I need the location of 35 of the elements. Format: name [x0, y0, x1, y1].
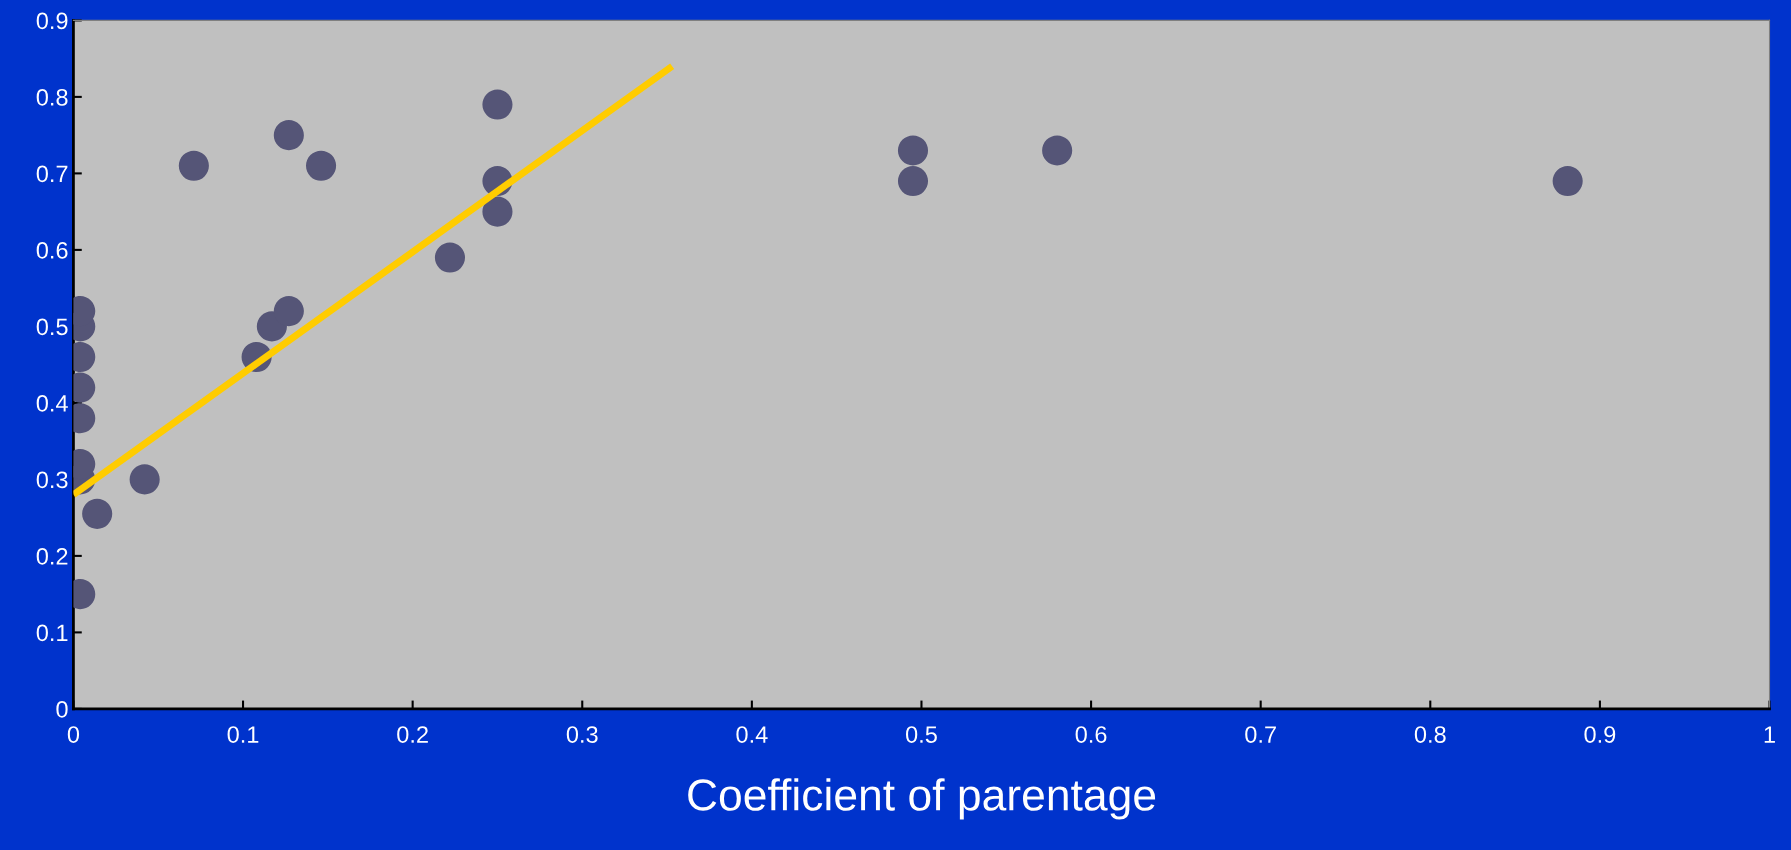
- x-tick-label: 0.2: [397, 726, 428, 743]
- x-tick-label: 0.4: [736, 726, 768, 743]
- x-tick-label: 0.6: [1075, 726, 1107, 743]
- x-tick-label: 1: [1764, 726, 1775, 743]
- y-tick-label: 0.3: [36, 471, 68, 489]
- y-tick-label: 0.9: [36, 12, 68, 30]
- point: [273, 296, 304, 327]
- point: [897, 135, 929, 166]
- x-tick-label: 0.1: [227, 726, 259, 743]
- y-tick-label: 0.8: [36, 88, 68, 106]
- y-tick-label: 0.4: [36, 394, 68, 412]
- point: [482, 89, 513, 120]
- x-tick-label: 0: [67, 726, 80, 743]
- y-tick-label: 0.6: [36, 241, 68, 259]
- point: [482, 196, 513, 227]
- y-tick-label: 0.2: [36, 547, 68, 565]
- x-axis-title: Coefficient of parentage: [688, 778, 1156, 820]
- y-tick-label: 0: [56, 700, 68, 718]
- y-tick-label: 0.1: [36, 624, 68, 642]
- x-tick-label: 0.9: [1584, 726, 1616, 743]
- point: [306, 150, 337, 181]
- point: [1042, 135, 1073, 166]
- point: [82, 498, 113, 529]
- x-tick-label: 0.7: [1245, 726, 1276, 743]
- point: [434, 242, 466, 273]
- x-tick-label: 0.5: [905, 726, 937, 743]
- point: [273, 120, 304, 151]
- point: [178, 150, 209, 181]
- y-tick-label: 0.5: [36, 318, 68, 336]
- y-tick-label: 0.7: [36, 165, 68, 183]
- point: [897, 165, 929, 197]
- point: [129, 464, 160, 495]
- x-tick-label: 0.3: [566, 726, 598, 743]
- point: [1552, 165, 1583, 197]
- x-tick-label: 0.8: [1414, 726, 1446, 743]
